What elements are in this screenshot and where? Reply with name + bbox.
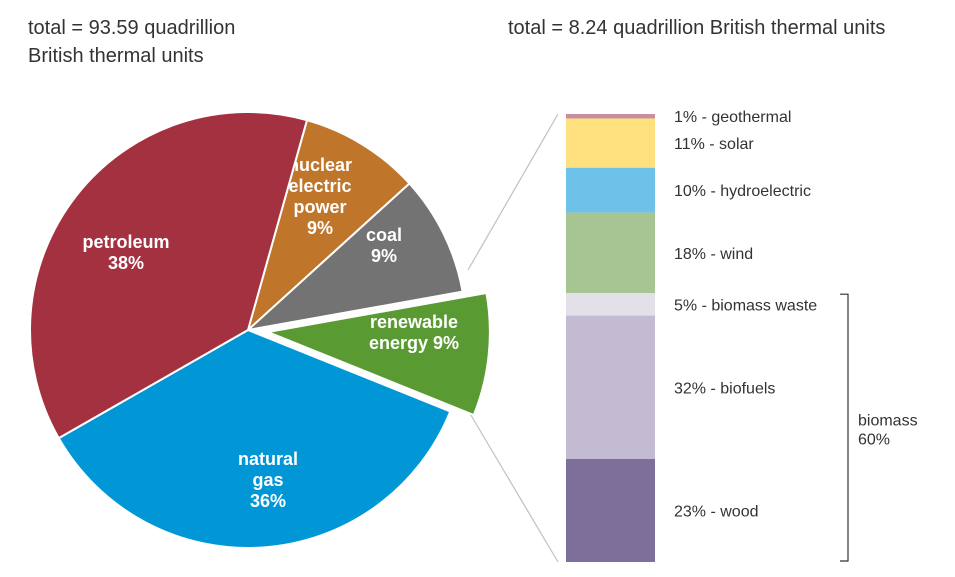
bar-label-geothermal: 1% - geothermal — [674, 109, 791, 126]
bar-label-wood: 23% - wood — [674, 503, 759, 520]
bar-label-solar: 11% - solar — [674, 136, 754, 153]
stacked-bar: 1% - geothermal 11% - solar 10% - hydroele… — [566, 109, 918, 562]
bar-label-wind: 18% - wind — [674, 246, 753, 263]
right-total: total = 8.24 quadrillion British thermal… — [508, 17, 885, 39]
bar-segment-biofuels — [566, 315, 655, 459]
connector-top — [467, 113, 559, 271]
bar-label-hydroelectric: 10% - hydroelectric — [674, 183, 811, 200]
left-total-line-1: total = 93.59 quadrillion — [28, 17, 235, 39]
pie-slice-nuclear — [246, 118, 411, 334]
pie-slice-coal — [244, 182, 464, 332]
pie-slice-renewable — [264, 291, 491, 417]
pie-label-coal: coal 9% — [366, 225, 402, 266]
left-total-line-2: British thermal units — [28, 45, 204, 67]
pie-label-nuclear: nuclear electric power 9% — [288, 155, 352, 238]
pie-label-petroleum: petroleum 38% — [82, 232, 169, 273]
bar-label-biomass-waste: 5% - biomass waste — [674, 297, 817, 314]
pie-label-natural-gas: natural gas 36% — [238, 449, 298, 511]
bar-segment-hydroelectric — [566, 167, 655, 213]
bar-label-biofuels: 32% - biofuels — [674, 380, 775, 397]
bar-segment-biomass-waste — [566, 293, 655, 316]
bar-segment-wood — [566, 458, 655, 562]
pie-chart: nuclear electric power 9% coal 9% renewable ene… — [29, 111, 491, 549]
biomass-group-label: biomass 60% — [858, 413, 918, 449]
connector-bottom — [455, 389, 559, 563]
bar-segment-geothermal — [566, 114, 655, 119]
bar-segment-solar — [566, 118, 655, 168]
pie-label-renewable: renewable energy 9% — [369, 312, 459, 353]
biomass-bracket — [840, 293, 849, 562]
pie-slice-natural-gas — [57, 328, 452, 549]
bar-segment-wind — [566, 212, 655, 294]
pie-slice-petroleum — [29, 111, 309, 440]
zoom-connector-lines — [455, 113, 559, 563]
